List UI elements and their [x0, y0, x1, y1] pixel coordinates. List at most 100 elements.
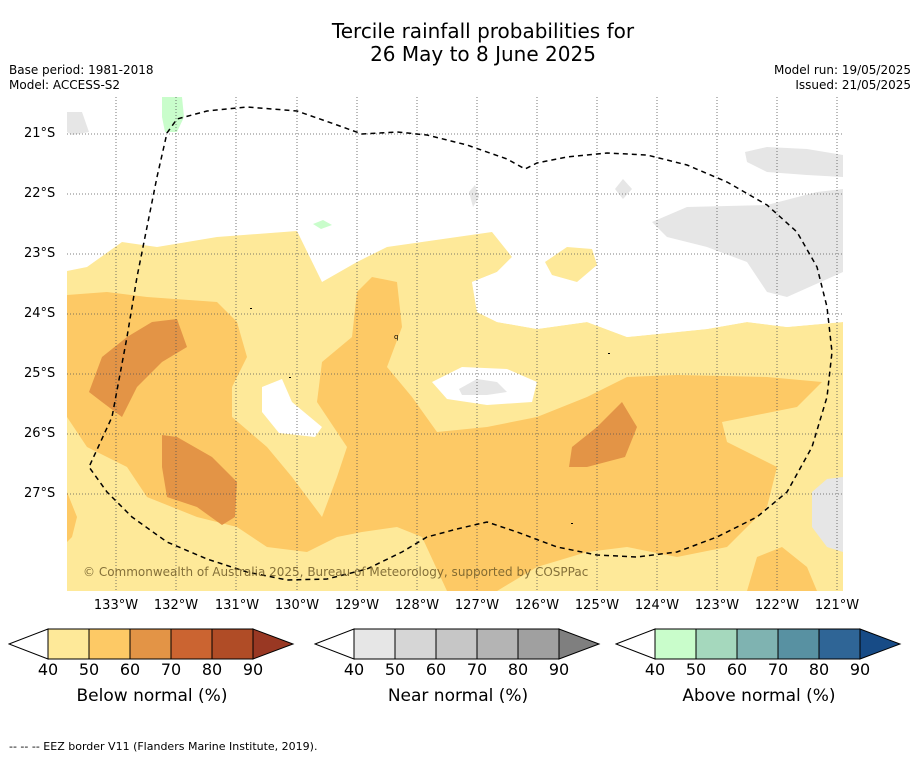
- meta-right: Model run: 19/05/2025 Issued: 21/05/2025: [774, 63, 911, 93]
- base-period: Base period: 1981-2018: [9, 63, 154, 77]
- colorbar-max-arrow: [558, 628, 601, 660]
- region-yellow-blob: [545, 247, 597, 282]
- model-name: Model: ACCESS-S2: [9, 78, 121, 92]
- eez-footnote: -- -- -- EEZ border V11 (Flanders Marine…: [9, 740, 318, 753]
- colorbar-title-above: Above normal (%): [682, 686, 836, 706]
- colorbar-tick-label: 70: [466, 660, 488, 679]
- colorbar-tick-label: 60: [726, 660, 748, 679]
- colorbar-tick-label: 60: [425, 660, 447, 679]
- region-near-se: [812, 477, 843, 552]
- colorbar-segment: [736, 628, 779, 660]
- region-below-50-60-w: [67, 492, 77, 542]
- colorbar-tick-label: 70: [160, 660, 182, 679]
- colorbar-segment: [394, 628, 437, 660]
- colorbar-min-arrow: [615, 628, 656, 660]
- region-above-north: [162, 97, 184, 132]
- colorbar-segment: [170, 628, 213, 660]
- island-dot-4: [571, 523, 573, 524]
- island-dot-1: [250, 308, 252, 309]
- region-below-60-70-b: [162, 435, 237, 525]
- issued-date: Issued: 21/05/2025: [795, 78, 911, 92]
- lon-label-129: 129°W: [334, 598, 380, 613]
- lon-label-131: 131°W: [214, 598, 260, 613]
- colorbar-tick-label: 40: [37, 660, 59, 679]
- colorbar-segment: [517, 628, 560, 660]
- colorbar-segment: [47, 628, 90, 660]
- region-below-60-70-c: [569, 402, 637, 467]
- colorbar-segment: [353, 628, 396, 660]
- region-below-60-70-a: [89, 319, 187, 417]
- lat-label-27: 27°S: [24, 486, 56, 501]
- colorbar-tick-label: 80: [507, 660, 529, 679]
- colorbar-tick-label: 90: [849, 660, 871, 679]
- colorbar-segment: [211, 628, 254, 660]
- map-title: Tercile rainfall probabilities for 26 Ma…: [0, 20, 919, 66]
- region-white-center: [262, 379, 322, 437]
- copyright-text: © Commonwealth of Australia 2025, Bureau…: [83, 565, 589, 579]
- lon-label-133: 133°W: [93, 598, 139, 613]
- lat-label-22: 22°S: [24, 186, 56, 201]
- lat-label-23: 23°S: [24, 246, 56, 261]
- region-near-ne2: [652, 189, 843, 297]
- colorbar-above-normal: [615, 628, 902, 660]
- rainfall-map: q: [67, 97, 843, 591]
- colorbar-tick-label: 40: [343, 660, 365, 679]
- lon-label-127: 127°W: [454, 598, 500, 613]
- eez-border: [88, 106, 833, 581]
- colorbar-max-arrow: [859, 628, 902, 660]
- lon-label-122: 122°W: [754, 598, 800, 613]
- region-below-50-60-se: [747, 547, 817, 591]
- model-run: Model run: 19/05/2025: [773, 63, 911, 77]
- colorbar-tick-label: 90: [242, 660, 264, 679]
- colorbar-min-arrow: [8, 628, 49, 660]
- region-below-50-60: [67, 277, 822, 591]
- island-dot-3: [608, 353, 610, 354]
- title-line-1: Tercile rainfall probabilities for: [331, 19, 635, 43]
- region-near-nw: [67, 112, 89, 135]
- lon-label-126: 126°W: [514, 598, 560, 613]
- colorbar-tick-label: 90: [548, 660, 570, 679]
- colorbar-tick-label: 50: [685, 660, 707, 679]
- colorbar-segment: [129, 628, 172, 660]
- colorbar-tick-label: 80: [201, 660, 223, 679]
- island-dot-2: [289, 377, 291, 378]
- colorbar-tick-label: 80: [808, 660, 830, 679]
- colorbar-segment: [435, 628, 478, 660]
- lon-label-121: 121°W: [814, 598, 860, 613]
- lat-label-25: 25°S: [24, 366, 56, 381]
- lat-label-24: 24°S: [24, 306, 56, 321]
- region-near-center: [459, 379, 507, 395]
- lon-label-128: 128°W: [394, 598, 440, 613]
- title-line-2: 26 May to 8 June 2025: [370, 42, 596, 66]
- colorbar-min-arrow: [314, 628, 355, 660]
- meta-left: Base period: 1981-2018 Model: ACCESS-S2: [9, 63, 154, 93]
- colorbar-tick-label: 60: [119, 660, 141, 679]
- colorbar-tick-label: 50: [384, 660, 406, 679]
- lat-label-21: 21°S: [24, 126, 56, 141]
- lon-label-130: 130°W: [274, 598, 320, 613]
- colorbar-near-normal: [314, 628, 601, 660]
- colorbar-segment: [695, 628, 738, 660]
- lon-label-132: 132°W: [153, 598, 199, 613]
- colorbar-tick-label: 50: [78, 660, 100, 679]
- colorbar-segment: [654, 628, 697, 660]
- region-near-small2: [469, 185, 479, 207]
- lon-label-123: 123°W: [694, 598, 740, 613]
- colorbar-segment: [777, 628, 820, 660]
- colorbar-segment: [88, 628, 131, 660]
- lon-label-125: 125°W: [574, 598, 620, 613]
- colorbar-max-arrow: [252, 628, 295, 660]
- gridlines: [67, 97, 843, 591]
- colorbar-tick-label: 70: [767, 660, 789, 679]
- region-near-ne1: [745, 147, 843, 177]
- island-marker: q: [394, 333, 398, 341]
- colorbar-tick-label: 40: [644, 660, 666, 679]
- colorbar-title-near: Near normal (%): [387, 686, 529, 706]
- colorbar-below-normal: [8, 628, 295, 660]
- lat-label-26: 26°S: [24, 426, 56, 441]
- region-above-small: [313, 220, 332, 229]
- colorbar-segment: [818, 628, 861, 660]
- lon-label-124: 124°W: [634, 598, 680, 613]
- colorbar-title-below: Below normal (%): [76, 686, 228, 706]
- colorbar-segment: [476, 628, 519, 660]
